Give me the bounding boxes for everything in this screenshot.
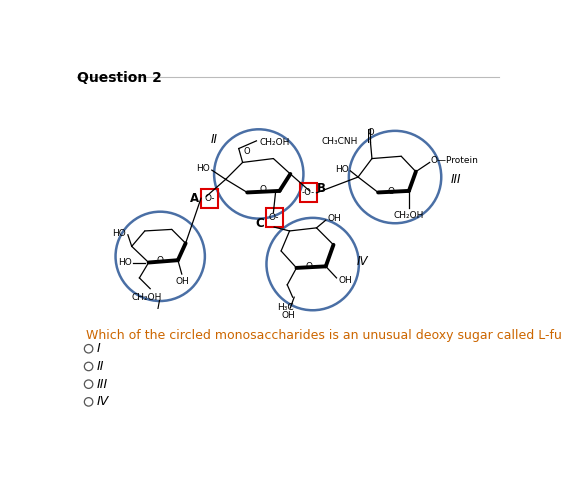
- Text: HO: HO: [112, 229, 126, 238]
- Bar: [201, 188, 218, 208]
- Text: O-: O-: [269, 213, 279, 222]
- Text: O: O: [368, 128, 374, 137]
- Text: CH₂OH: CH₂OH: [260, 138, 290, 147]
- Text: O: O: [244, 147, 251, 156]
- Text: C: C: [255, 217, 264, 230]
- Text: O: O: [157, 256, 164, 266]
- Text: Which of the circled monosaccharides is an unusual deoxy sugar called L-fucose?: Which of the circled monosaccharides is …: [85, 330, 562, 342]
- Text: O: O: [305, 262, 312, 271]
- Text: IV: IV: [356, 255, 368, 268]
- Text: III: III: [96, 378, 107, 390]
- Text: OH: OH: [338, 276, 352, 284]
- Text: HO: HO: [118, 258, 132, 267]
- Text: II: II: [96, 360, 104, 373]
- Text: -O-: -O-: [301, 188, 315, 198]
- Text: III: III: [451, 173, 461, 186]
- Text: II: II: [211, 133, 217, 146]
- Bar: [266, 208, 283, 227]
- Text: CH₂OH: CH₂OH: [394, 211, 424, 220]
- Text: A: A: [191, 192, 200, 204]
- Text: B: B: [318, 182, 327, 194]
- Text: I: I: [157, 298, 160, 312]
- Text: IV: IV: [96, 396, 108, 408]
- Text: HO: HO: [335, 165, 349, 174]
- Text: O: O: [260, 185, 267, 194]
- Text: O—Protein: O—Protein: [430, 156, 478, 166]
- Text: I: I: [96, 342, 100, 355]
- Text: H₃C: H₃C: [278, 304, 294, 312]
- Text: O-: O-: [204, 194, 215, 202]
- Text: OH: OH: [327, 214, 341, 223]
- Text: Question 2: Question 2: [77, 71, 162, 85]
- Text: HO: HO: [197, 164, 210, 173]
- Text: O: O: [388, 187, 395, 196]
- Text: CH₃CNH: CH₃CNH: [321, 137, 358, 146]
- Text: CH₂OH: CH₂OH: [132, 294, 162, 302]
- Bar: [300, 183, 316, 203]
- Text: OH: OH: [282, 311, 296, 320]
- Text: OH: OH: [176, 277, 189, 286]
